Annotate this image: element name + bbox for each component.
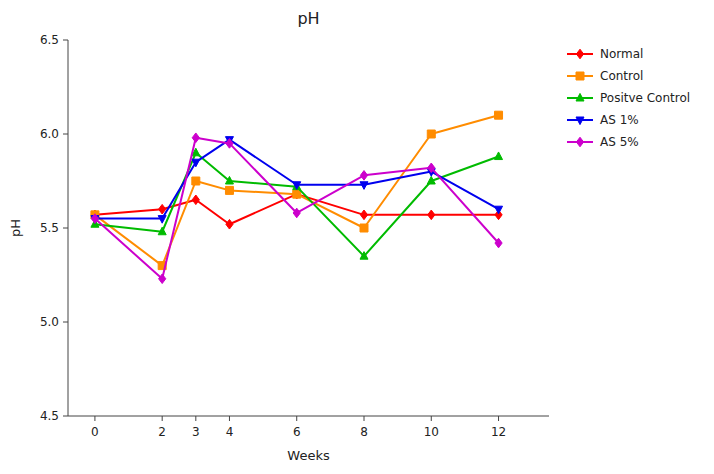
y-tick — [63, 416, 68, 417]
legend-marker — [576, 93, 584, 101]
series — [91, 148, 503, 259]
y-tick-label: 6.5 — [40, 33, 59, 47]
point — [225, 186, 233, 194]
legend-entry: Normal — [600, 47, 643, 61]
y-tick-label: 4.5 — [40, 409, 59, 423]
point — [192, 195, 199, 205]
x-tick — [94, 416, 95, 421]
x-tick-label: 4 — [226, 425, 234, 439]
point — [360, 224, 368, 232]
title: pH — [297, 9, 319, 28]
point — [192, 177, 200, 185]
point — [293, 208, 300, 218]
axes: 0 2 3 4 6 8 10 12 4.5 5.0 5.5 6.0 6.5 — [40, 33, 549, 439]
point — [293, 189, 300, 199]
point — [360, 171, 367, 181]
legend-marker — [576, 137, 583, 147]
point — [495, 206, 503, 214]
x-axis-label: Weeks — [287, 448, 330, 463]
point — [226, 139, 233, 149]
point — [225, 176, 233, 184]
x-tick — [195, 416, 196, 421]
y-tick — [63, 322, 68, 323]
point — [226, 219, 233, 229]
point — [158, 227, 166, 235]
legend-entry: AS 5% — [600, 135, 639, 149]
line — [95, 153, 499, 256]
legend-entry: Positve Control — [600, 91, 690, 105]
y-tick-label: 6.0 — [40, 127, 59, 141]
point — [293, 182, 301, 190]
point — [427, 176, 435, 184]
x-tick — [431, 416, 432, 421]
point — [293, 182, 301, 190]
y-axis-label: pH — [8, 219, 23, 237]
point — [495, 238, 502, 248]
point — [159, 274, 166, 284]
series — [91, 111, 503, 269]
point — [428, 210, 435, 220]
legend-entry: AS 1% — [600, 113, 639, 127]
x-tick — [364, 416, 365, 421]
x-tick — [229, 416, 230, 421]
x-tick — [162, 416, 163, 421]
point — [192, 133, 199, 143]
point — [495, 111, 503, 119]
point — [495, 152, 503, 160]
point — [360, 252, 368, 260]
y-tick-label: 5.0 — [40, 315, 59, 329]
x-tick-label: 2 — [158, 425, 166, 439]
legend-marker — [576, 72, 584, 80]
y-tick — [63, 228, 68, 229]
legend-marker — [576, 117, 584, 125]
line — [95, 115, 499, 265]
point — [91, 214, 98, 224]
legend-entry: Control — [600, 69, 643, 83]
x-axis-line — [68, 416, 549, 417]
series — [91, 133, 502, 284]
y-tick-label: 5.5 — [40, 221, 59, 235]
point — [360, 210, 367, 220]
y-tick — [63, 134, 68, 135]
plot-area — [91, 111, 503, 283]
point — [192, 159, 200, 167]
point — [158, 216, 166, 224]
point — [293, 190, 301, 198]
line — [95, 140, 499, 219]
legend: Normal Control Positve Control AS 1% AS 5% — [567, 47, 690, 149]
x-tick-label: 3 — [192, 425, 200, 439]
series — [91, 189, 502, 229]
y-tick — [63, 40, 68, 41]
x-tick — [498, 416, 499, 421]
x-tick-label: 10 — [424, 425, 439, 439]
x-tick-label: 6 — [293, 425, 301, 439]
chart: pH 0 2 3 4 6 8 10 12 4.5 5.0 5.5 6.0 6.5 Weeks pH Normal… — [0, 0, 714, 474]
line — [95, 138, 499, 279]
point — [427, 130, 435, 138]
legend-marker — [576, 49, 583, 59]
x-tick-label: 0 — [91, 425, 99, 439]
point — [428, 163, 435, 173]
x-tick-label: 8 — [360, 425, 368, 439]
x-tick — [296, 416, 297, 421]
x-tick-label: 12 — [491, 425, 506, 439]
point — [360, 182, 368, 190]
